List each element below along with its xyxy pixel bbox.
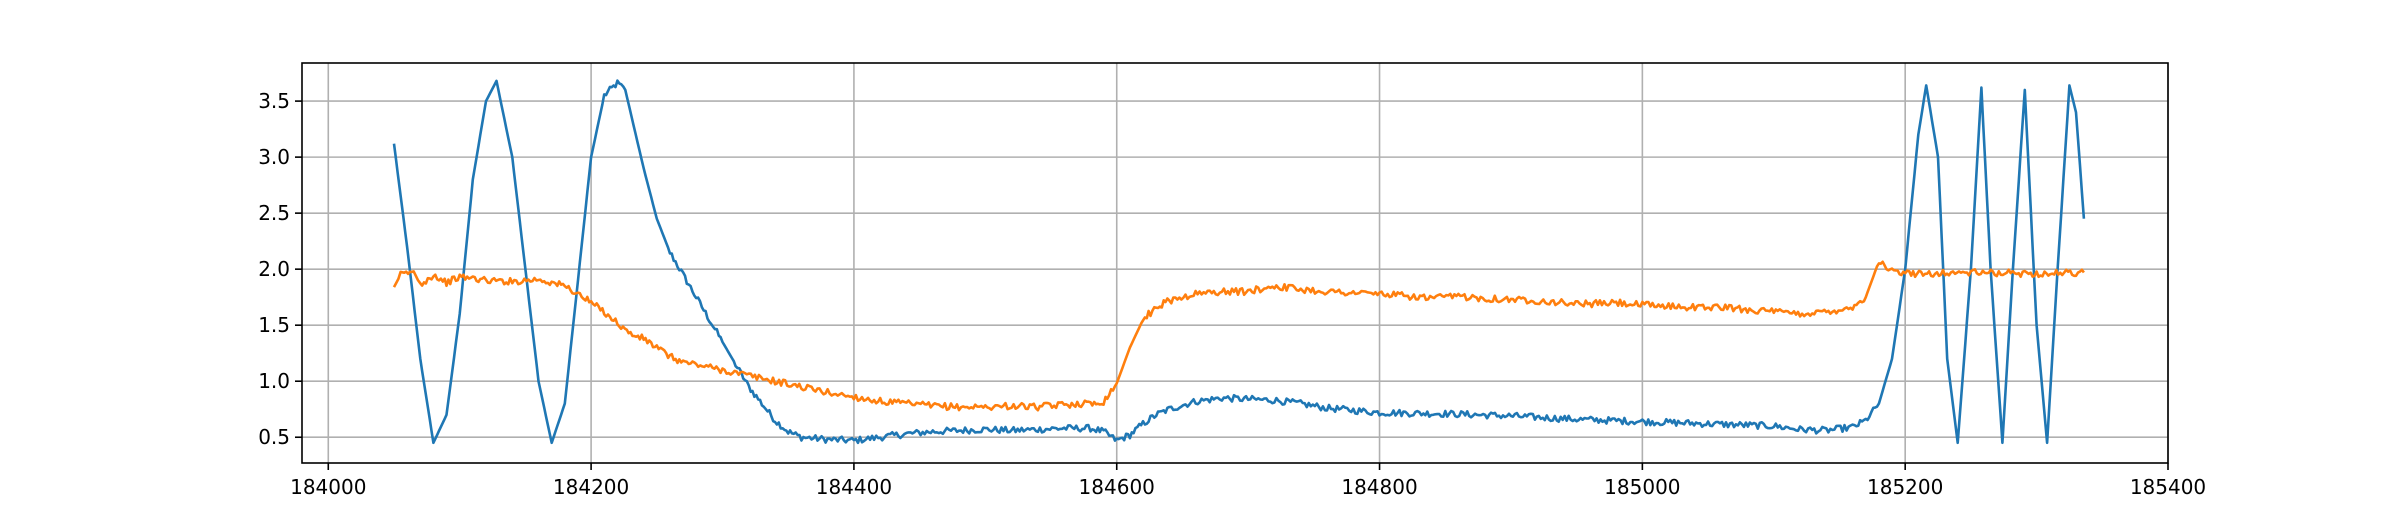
grid-lines bbox=[302, 63, 2169, 463]
axis-ticks: 184000 184200 184400 184600 184800 185000 1852… bbox=[258, 89, 2206, 499]
y-tick-label: 2.0 bbox=[258, 257, 290, 281]
y-tick-label: 0.5 bbox=[258, 425, 290, 449]
y-tick-label: 1.5 bbox=[258, 313, 290, 337]
x-tick-label: 184200 bbox=[553, 475, 629, 499]
series-lines bbox=[392, 79, 2086, 445]
x-tick-label: 185400 bbox=[2130, 475, 2206, 499]
x-tick-label: 184800 bbox=[1341, 475, 1417, 499]
y-tick-label: 3.0 bbox=[258, 145, 290, 169]
series-line-2 bbox=[392, 260, 2085, 412]
x-tick-label: 184400 bbox=[816, 475, 892, 499]
x-tick-label: 184600 bbox=[1079, 475, 1155, 499]
series-line-1 bbox=[392, 79, 2086, 445]
x-tick-label: 184000 bbox=[290, 475, 366, 499]
y-tick-label: 2.5 bbox=[258, 201, 290, 225]
x-tick-label: 185200 bbox=[1867, 475, 1943, 499]
y-tick-label: 3.5 bbox=[258, 89, 290, 113]
y-tick-label: 1.0 bbox=[258, 369, 290, 393]
x-tick-label: 185000 bbox=[1604, 475, 1680, 499]
plot-area-frame bbox=[301, 62, 2169, 464]
